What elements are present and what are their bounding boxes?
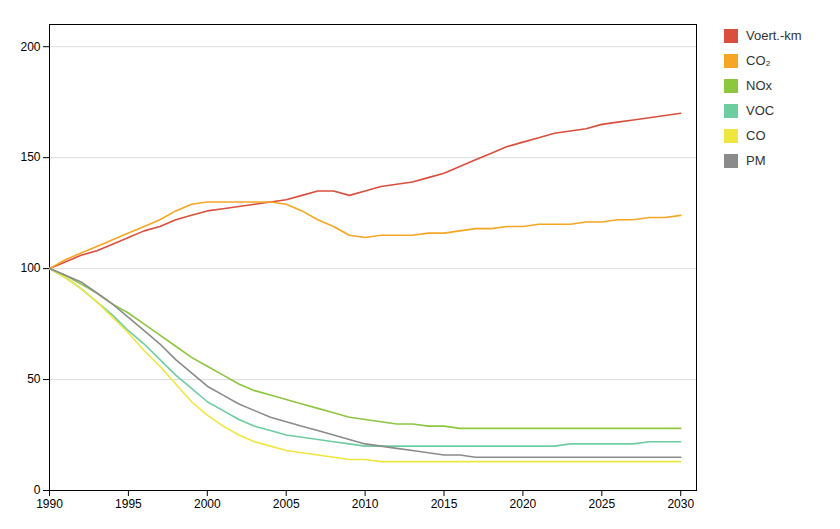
svg-text:2015: 2015 xyxy=(431,497,458,511)
html-text:PM: PM xyxy=(746,153,766,168)
svg-text:2030: 2030 xyxy=(667,497,694,511)
svg-text:50: 50 xyxy=(27,372,41,386)
html-text:CO₂: CO₂ xyxy=(746,53,771,68)
svg-text:2000: 2000 xyxy=(194,497,221,511)
svg-text:200: 200 xyxy=(20,40,40,54)
svg-text:1990: 1990 xyxy=(36,497,63,511)
svg-text:150: 150 xyxy=(20,150,40,164)
svg-text:2010: 2010 xyxy=(352,497,379,511)
svg-text:2005: 2005 xyxy=(273,497,300,511)
html-text:CO: CO xyxy=(746,128,766,143)
html-text:VOC: VOC xyxy=(746,103,775,118)
svg-text:0: 0 xyxy=(34,483,41,497)
svg-text:1995: 1995 xyxy=(115,497,142,511)
svg-text:2025: 2025 xyxy=(588,497,615,511)
svg-text:2020: 2020 xyxy=(510,497,537,511)
html-text:NOx: NOx xyxy=(746,78,772,93)
svg-text:100: 100 xyxy=(20,261,40,275)
html-text:Voert.-km: Voert.-km xyxy=(746,28,802,43)
